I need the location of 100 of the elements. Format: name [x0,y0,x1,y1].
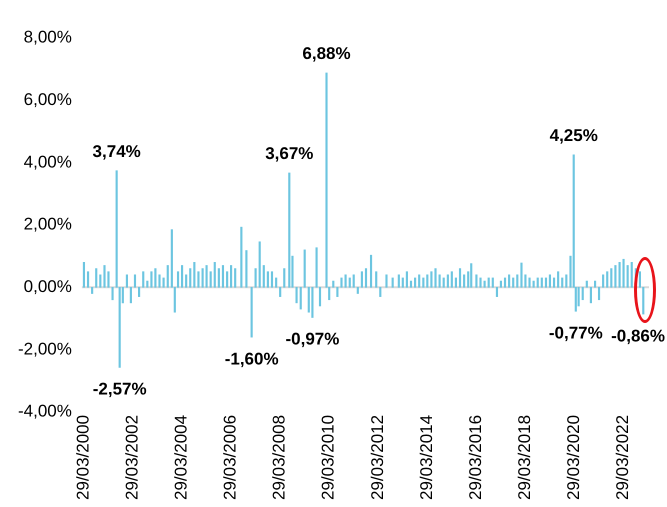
bar [434,268,437,288]
bar [134,274,136,288]
bar [348,278,351,288]
x-tick-label: 29/03/2012 [368,414,387,500]
bar [218,268,220,288]
bar [422,278,424,288]
bar [438,274,441,288]
annotation: -1,60% [224,349,279,368]
bar [442,278,445,288]
x-tick-label: 29/03/2008 [270,414,289,500]
annotation: -0,86% [611,326,666,346]
bar [258,241,261,288]
bar [150,271,153,288]
bar [426,274,428,288]
bar [500,280,502,288]
bar [146,280,148,288]
y-tick-label: 0,00% [24,276,72,296]
bar [590,286,592,304]
bar [193,262,196,288]
bar [288,172,290,288]
bar [548,274,552,288]
bar [488,278,490,288]
x-tick-label: 29/03/2002 [122,414,142,500]
x-tick-label: 29/03/2004 [172,414,191,500]
bar [458,268,462,288]
bar [197,271,200,288]
bar [111,286,114,300]
bar [532,280,535,288]
bar [516,274,518,288]
bar [610,268,612,288]
bar [484,280,486,288]
bar [594,280,596,288]
bar [364,268,368,288]
bar [126,274,128,288]
bar [406,271,408,288]
bar [336,286,338,297]
bar [512,278,514,288]
bar [230,265,232,288]
bar [418,274,420,288]
bar [254,268,257,288]
bar [398,274,400,288]
bar [504,278,506,288]
bar [222,265,224,288]
bar [446,274,449,288]
bar [598,286,600,300]
bar [602,274,604,288]
bar [479,278,482,288]
bar [392,278,394,288]
bar [528,278,531,288]
y-tick-label: -2,00% [18,339,72,358]
bar [430,271,432,288]
bar [266,271,269,288]
bar [410,280,412,288]
y-tick-label: 6,00% [24,90,72,110]
annotation: 6,88% [302,44,351,64]
x-tick-label: 29/03/2000 [73,414,92,500]
bar [561,278,564,288]
bar [95,268,98,288]
bar [552,278,556,288]
bar [370,254,372,288]
bar [130,286,132,304]
y-tick-label: 2,00% [24,214,72,234]
bar [606,271,608,288]
x-tick-label: 29/03/2006 [220,414,240,500]
annotation: 4,25% [550,126,598,146]
annotation: -0,77% [548,323,603,342]
x-tick-label: 29/03/2016 [466,414,485,500]
bar [180,265,184,288]
x-tick-label: 29/03/2010 [318,414,338,500]
bar [189,268,192,288]
bar [275,278,278,288]
bar [492,278,494,288]
bar [614,265,616,288]
annotation: -2,57% [92,380,147,399]
x-tick-label: 29/03/2018 [514,414,534,500]
bar [524,274,527,288]
bar [544,278,548,288]
bar [185,274,188,288]
bar [103,265,106,288]
bar [618,262,621,288]
annotation: -0,97% [285,330,340,349]
y-tick-label: 8,00% [24,28,72,47]
bar [463,274,466,288]
bar [450,271,453,288]
bar [557,271,560,288]
bar [414,278,416,288]
y-tick-label: 4,00% [24,152,72,172]
bar [344,274,347,288]
bar [470,263,472,288]
bar [496,286,498,297]
bar [385,274,388,288]
bar [91,286,94,294]
bar [295,286,298,304]
x-tick-label: 29/03/2014 [416,414,436,500]
bar [107,271,110,288]
bar [226,271,228,288]
bar [240,226,242,288]
bar [245,250,248,288]
bar [154,268,156,288]
x-tick-label: 29/03/2020 [564,414,584,500]
